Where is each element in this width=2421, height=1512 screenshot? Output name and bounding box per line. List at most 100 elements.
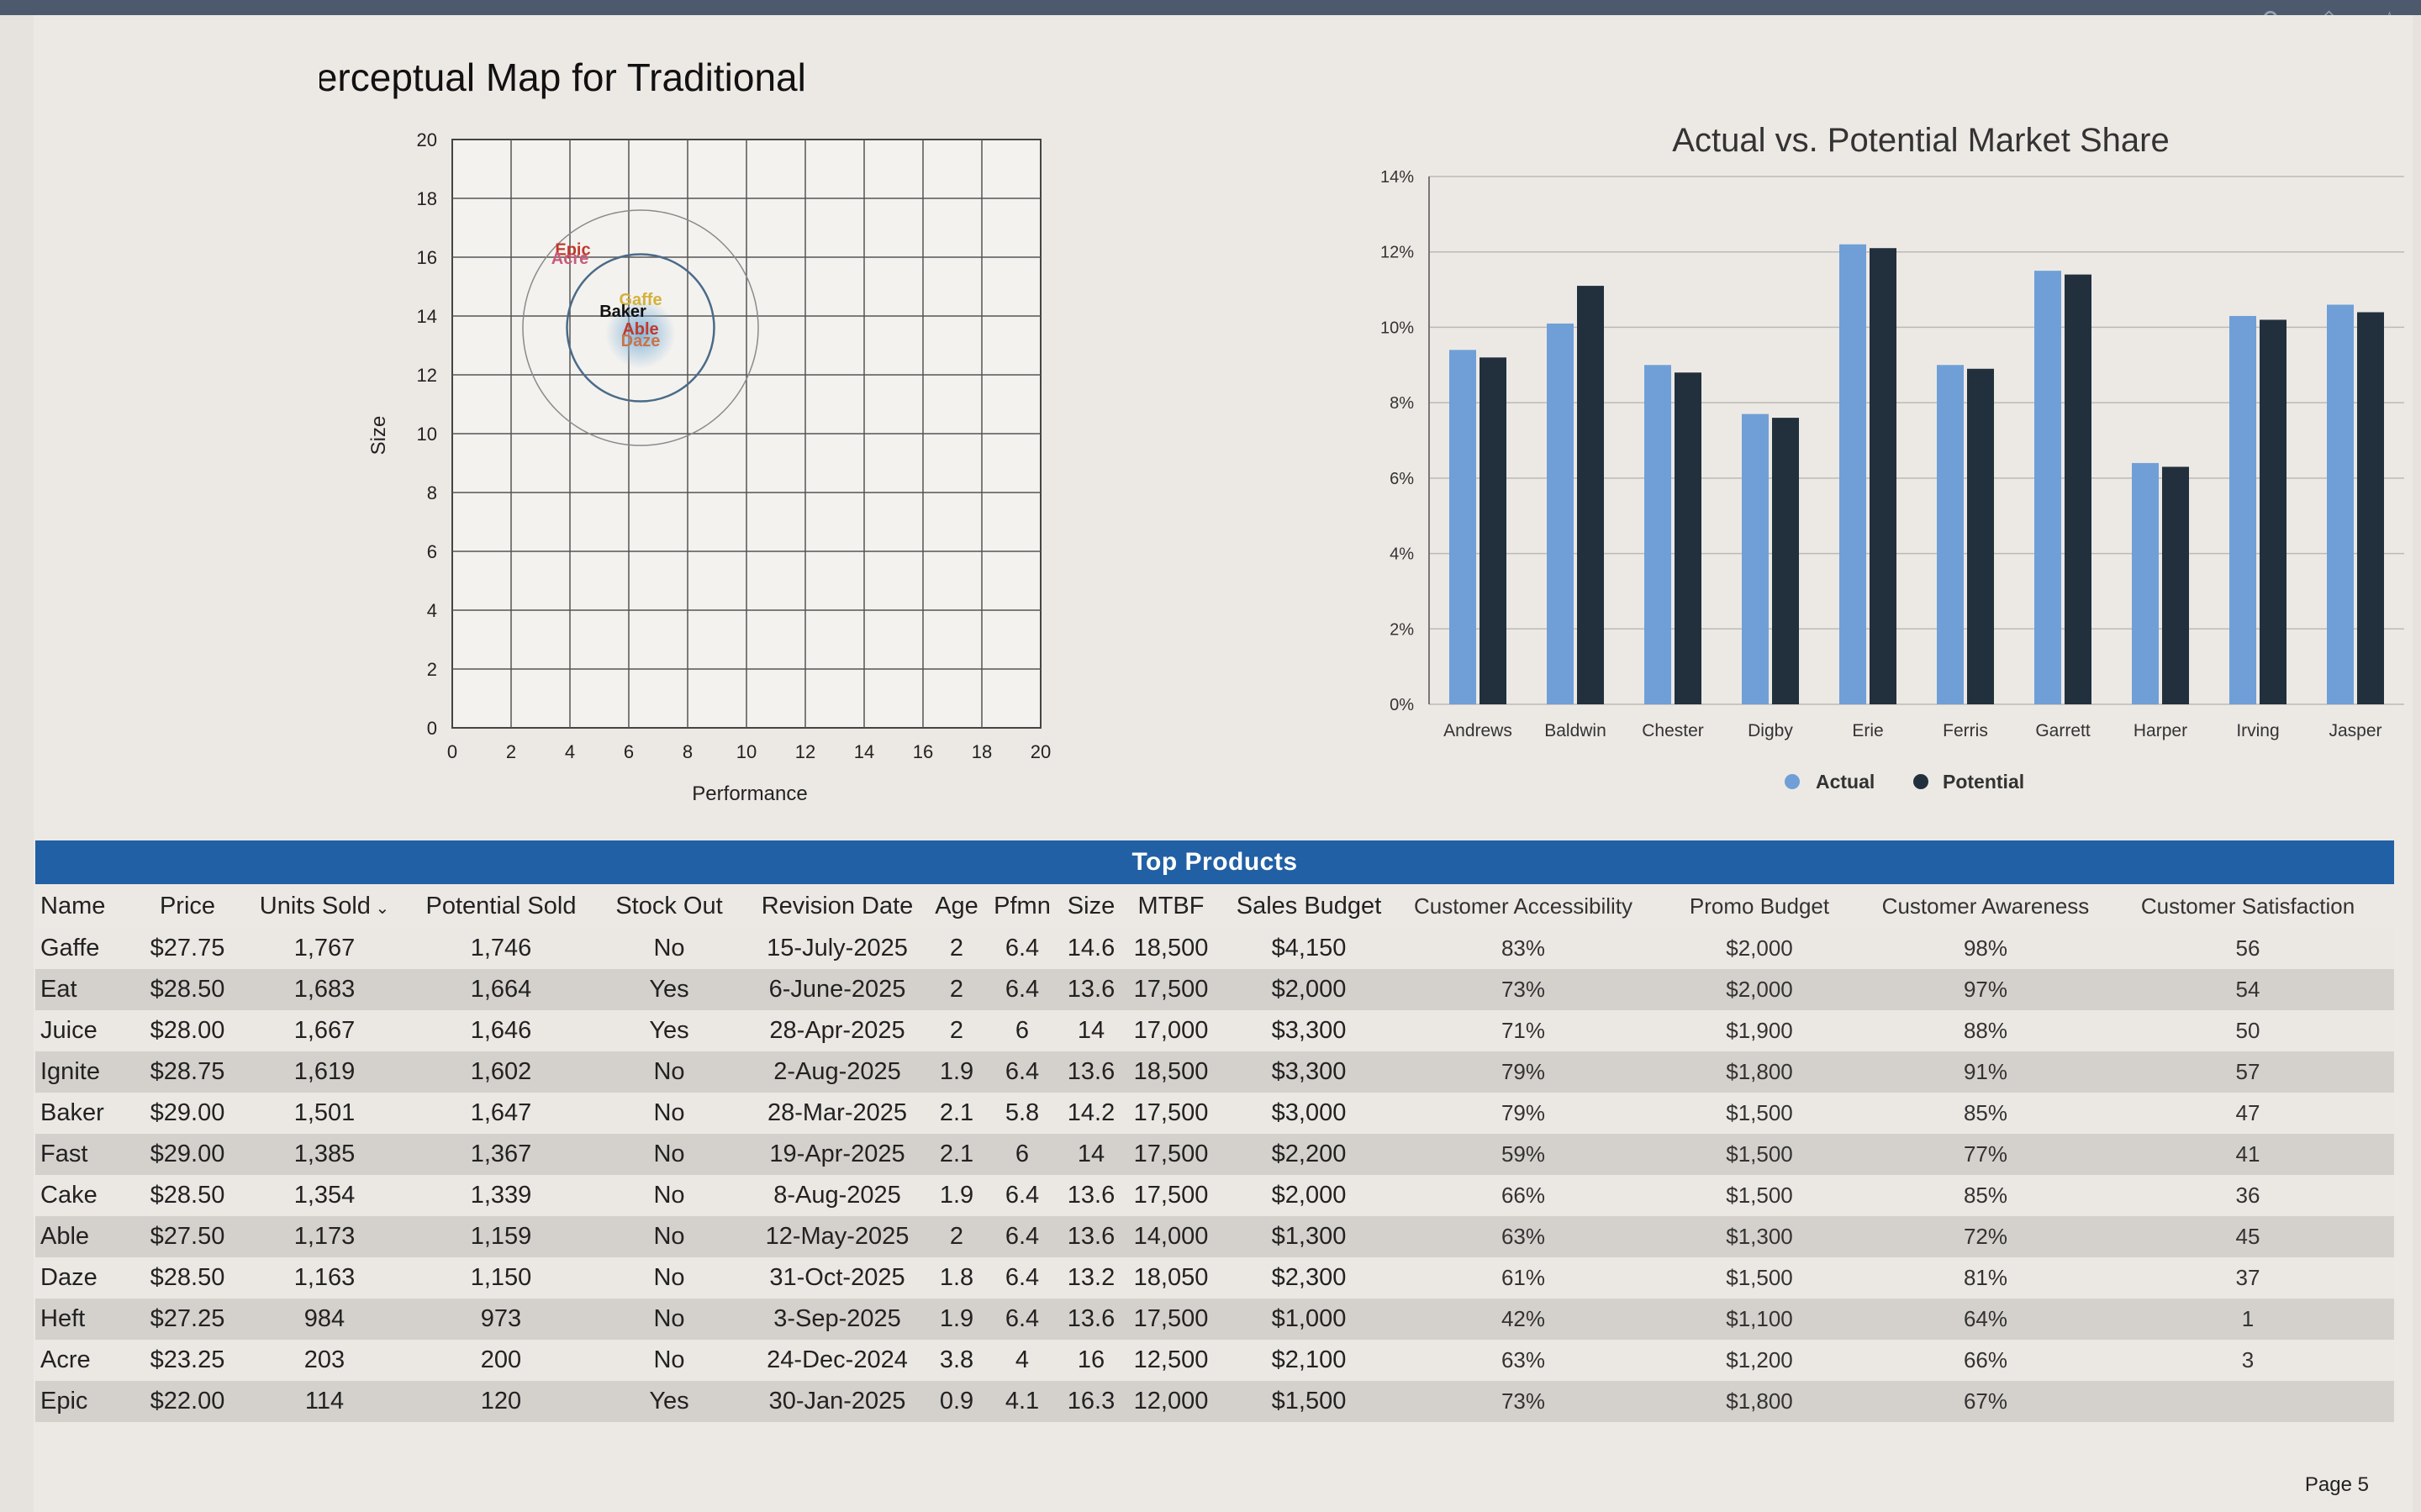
bar-potential bbox=[1870, 248, 1896, 704]
bar-actual bbox=[2034, 271, 2061, 705]
table-cell: $1,200 bbox=[1726, 1347, 1793, 1372]
table-cell: 2.1 bbox=[939, 1141, 974, 1167]
table-cell: $4,150 bbox=[1271, 935, 1347, 961]
column-header[interactable]: Units Sold ⌄ bbox=[259, 892, 390, 919]
table-cell: 8-Aug-2025 bbox=[773, 1182, 901, 1209]
market-share-chart: Actual vs. Potential Market Share 0% 2% 4%… bbox=[1380, 122, 2404, 793]
table-row[interactable]: Acre $23.25 203 200 No 24-Dec-2024 3.8 4 16 12,50… bbox=[35, 1340, 2394, 1381]
table-cell: 61% bbox=[1501, 1265, 1546, 1290]
table-cell: 6.4 bbox=[1005, 1058, 1040, 1085]
table-cell: 120 bbox=[480, 1388, 522, 1415]
bar-actual bbox=[2229, 315, 2256, 704]
y-tick-label: 0 bbox=[427, 718, 437, 739]
column-header: Customer Awareness bbox=[1881, 893, 2090, 919]
bar-potential bbox=[1480, 357, 1506, 704]
chevron-down-icon[interactable]: ⌄ bbox=[370, 898, 390, 918]
x-tick-label: 20 bbox=[1031, 741, 1051, 762]
table-cell: Ignite bbox=[40, 1058, 100, 1085]
table-row[interactable]: Gaffe $27.75 1,767 1,746 No 15-July-2025 2 6.4 1… bbox=[35, 928, 2394, 969]
product-point-label: Baker bbox=[599, 303, 646, 321]
table-cell: 16 bbox=[1077, 1346, 1105, 1373]
table-cell: 6.4 bbox=[1005, 976, 1040, 1003]
table-cell: 73% bbox=[1501, 1388, 1546, 1414]
y-tick-label: 12 bbox=[417, 365, 437, 386]
y-tick-label: 2% bbox=[1390, 620, 1414, 639]
table-cell: 1,385 bbox=[293, 1141, 356, 1167]
bar-potential bbox=[2065, 274, 2091, 704]
product-point-label: Able bbox=[622, 320, 658, 339]
table-cell: 973 bbox=[480, 1305, 522, 1332]
table-row[interactable]: Eat $28.50 1,683 1,664 Yes 6-June-2025 2 6.4 13.… bbox=[35, 969, 2394, 1010]
table-cell: 72% bbox=[1963, 1224, 2008, 1249]
table-cell: $1,900 bbox=[1726, 1018, 1793, 1043]
table-row[interactable]: Daze $28.50 1,163 1,150 No 31-Oct-2025 1.8 6.4 1… bbox=[35, 1257, 2394, 1299]
table-cell: 1 bbox=[2241, 1306, 2255, 1331]
market-share-legend: Actual Potential bbox=[1785, 771, 2024, 793]
column-header: Customer Satisfaction bbox=[2140, 893, 2355, 919]
table-cell: Fast bbox=[40, 1141, 88, 1167]
table-row[interactable]: Heft $27.25 984 973 No 3-Sep-2025 1.9 6.4 13.6 17… bbox=[35, 1299, 2394, 1340]
table-cell: 1,647 bbox=[470, 1099, 532, 1126]
table-cell: 67% bbox=[1963, 1388, 2008, 1414]
table-cell: 6.4 bbox=[1005, 1264, 1040, 1291]
table-cell: 5.8 bbox=[1005, 1099, 1040, 1126]
table-cell: 6.4 bbox=[1005, 935, 1040, 961]
table-cell: Heft bbox=[40, 1305, 86, 1332]
table-row[interactable]: Ignite $28.75 1,619 1,602 No 2-Aug-2025 1.9 6.4… bbox=[35, 1051, 2394, 1093]
table-row[interactable]: Baker $29.00 1,501 1,647 No 28-Mar-2025 2.1 5.8… bbox=[35, 1093, 2394, 1134]
perceptual-map-title: Perceptual Map for Traditional bbox=[319, 55, 806, 99]
table-cell: 17,500 bbox=[1133, 1141, 1209, 1167]
table-cell: $27.75 bbox=[150, 935, 225, 961]
table-cell: 114 bbox=[304, 1388, 345, 1415]
table-cell: 1.8 bbox=[939, 1264, 974, 1291]
table-cell: 13.6 bbox=[1067, 976, 1116, 1003]
table-cell: 0.9 bbox=[939, 1388, 974, 1415]
table-cell: 81% bbox=[1963, 1265, 2008, 1290]
table-cell: 66% bbox=[1501, 1183, 1546, 1208]
bar-actual bbox=[2132, 462, 2159, 704]
table-cell: $2,000 bbox=[1271, 976, 1347, 1003]
table-cell: 98% bbox=[1963, 935, 2008, 961]
table-cell: $22.00 bbox=[150, 1388, 225, 1415]
y-tick-label: 12% bbox=[1380, 244, 1414, 262]
table-cell: $1,500 bbox=[1271, 1388, 1347, 1415]
table-row[interactable]: Able $27.50 1,173 1,159 No 12-May-2025 2 6.4 13.… bbox=[35, 1216, 2394, 1257]
table-cell: $29.00 bbox=[150, 1099, 225, 1126]
bar-potential bbox=[1967, 368, 1994, 704]
y-tick-label: 6% bbox=[1390, 470, 1414, 488]
table-row[interactable]: Epic $22.00 114 120 Yes 30-Jan-2025 0.9 4.1 16.3… bbox=[35, 1381, 2394, 1422]
table-row[interactable]: Cake $28.50 1,354 1,339 No 8-Aug-2025 1.9 6.4 13… bbox=[35, 1175, 2394, 1216]
legend-actual-label: Actual bbox=[1816, 771, 1875, 793]
table-cell: 1,159 bbox=[470, 1223, 532, 1250]
table-cell: 1,767 bbox=[293, 935, 356, 961]
table-cell: 50 bbox=[2235, 1018, 2260, 1043]
table-cell: 13.6 bbox=[1067, 1058, 1116, 1085]
table-cell: 2 bbox=[949, 976, 964, 1003]
table-cell: Daze bbox=[40, 1264, 98, 1291]
table-header-row: Name Price Units Sold ⌄ Potential Sold Stock… bbox=[35, 884, 2394, 928]
table-cell: $1,500 bbox=[1726, 1100, 1793, 1125]
inner-segment-circle bbox=[566, 253, 715, 403]
table-cell: 1.9 bbox=[939, 1182, 974, 1209]
table-row[interactable]: Fast $29.00 1,385 1,367 No 19-Apr-2025 2.1 6 14 1… bbox=[35, 1134, 2394, 1175]
table-cell: 14.2 bbox=[1067, 1099, 1116, 1126]
bar-actual bbox=[1937, 365, 1964, 704]
table-cell: 97% bbox=[1963, 977, 2008, 1002]
table-cell: 85% bbox=[1963, 1100, 2008, 1125]
table-row[interactable]: Juice $28.00 1,667 1,646 Yes 28-Apr-2025 2 6 14 1… bbox=[35, 1010, 2394, 1051]
table-cell: 1,646 bbox=[470, 1017, 532, 1044]
x-tick-label: 2 bbox=[506, 741, 516, 762]
table-cell: $3,300 bbox=[1271, 1017, 1347, 1044]
column-header: Name bbox=[40, 892, 106, 919]
table-cell: $1,000 bbox=[1271, 1305, 1347, 1332]
market-share-title: Actual vs. Potential Market Share bbox=[1672, 122, 2169, 159]
outer-segment-circle bbox=[522, 209, 759, 446]
table-cell: 19-Apr-2025 bbox=[769, 1141, 905, 1167]
table-cell: $28.50 bbox=[150, 1264, 225, 1291]
product-point-label: Daze bbox=[621, 332, 661, 350]
table-cell: 12-May-2025 bbox=[765, 1223, 910, 1250]
report-page: Perceptual Map for Traditional Epic Acre G… bbox=[34, 15, 2413, 1512]
x-tick-label: 16 bbox=[913, 741, 933, 762]
table-cell: 17,000 bbox=[1133, 1017, 1209, 1044]
bar-potential bbox=[1577, 286, 1604, 704]
